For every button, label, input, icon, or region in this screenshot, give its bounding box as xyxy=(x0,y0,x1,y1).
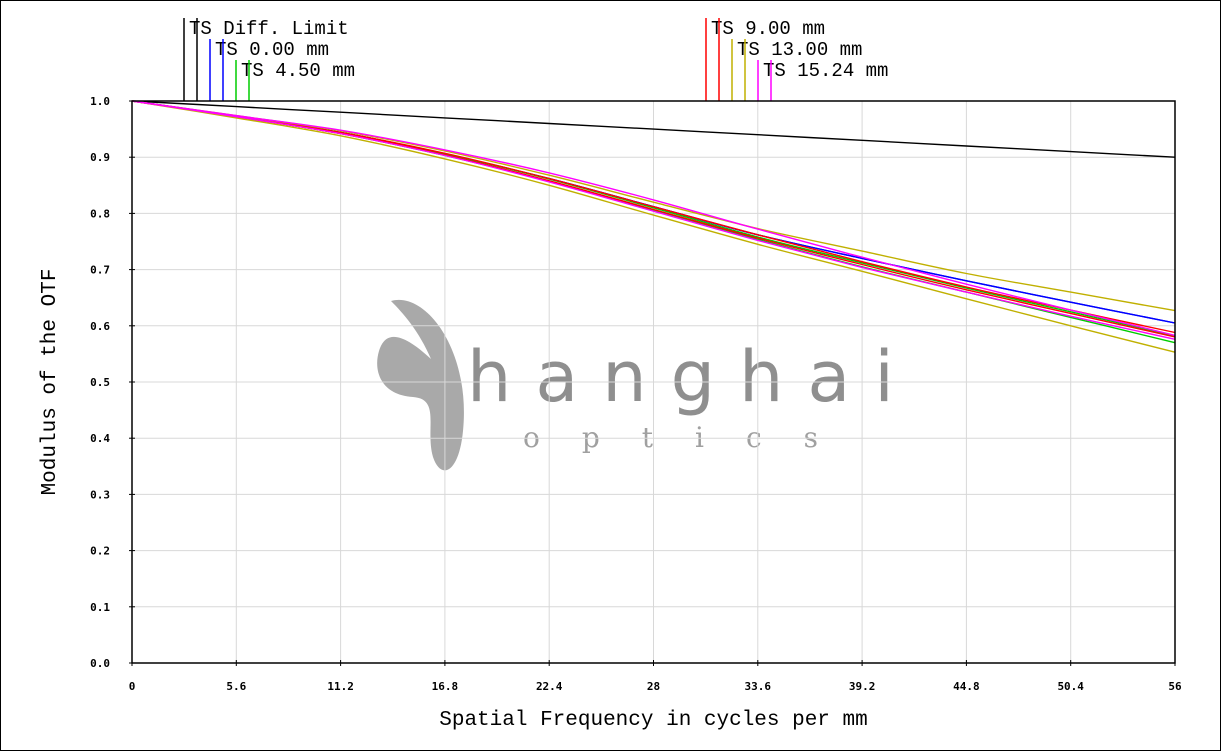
series-line xyxy=(131,100,1176,334)
x-tick-label: 0 xyxy=(129,680,136,693)
y-tick-label: 0.6 xyxy=(90,320,110,333)
shanghai-optics-watermark: hanghai optics xyxy=(377,299,918,471)
legend-label: TS 15.24 mm xyxy=(763,60,888,82)
x-tick-label: 39.2 xyxy=(849,680,876,693)
x-tick-label: 33.6 xyxy=(745,680,772,693)
y-tick-label: 0.3 xyxy=(90,488,110,501)
watermark-s-logo-icon xyxy=(377,299,464,471)
y-tick-label: 0.5 xyxy=(90,376,110,389)
legend-label: TS Diff. Limit xyxy=(189,18,349,40)
series-line xyxy=(131,100,1176,158)
series-line xyxy=(131,100,1176,340)
legend-label: TS 13.00 mm xyxy=(737,39,862,61)
y-axis-label: Modulus of the OTF xyxy=(39,269,62,496)
y-tick-label: 1.0 xyxy=(90,95,110,108)
x-tick-label: 50.4 xyxy=(1057,680,1084,693)
legend-label: TS 0.00 mm xyxy=(215,39,329,61)
series-lines xyxy=(131,100,1176,353)
y-tick-label: 0.8 xyxy=(90,207,110,220)
x-tick-label: 56 xyxy=(1168,680,1182,693)
x-axis-label: Spatial Frequency in cycles per mm xyxy=(439,709,867,732)
x-tick-label: 28 xyxy=(647,680,660,693)
grid-lines xyxy=(132,101,1175,663)
x-tick-label: 16.8 xyxy=(432,680,459,693)
watermark-word-optics: optics xyxy=(523,421,860,454)
watermark-word-hanghai: hanghai xyxy=(467,336,918,418)
y-tick-label: 0.9 xyxy=(90,151,110,164)
legend-label: TS 4.50 mm xyxy=(241,60,355,82)
x-tick-label: 22.4 xyxy=(536,680,563,693)
y-tick-label: 0.1 xyxy=(90,601,110,614)
y-tick-labels: 0.0 0.1 0.2 0.3 0.4 0.5 0.6 0.7 0.8 0.9 1.0 xyxy=(90,95,135,670)
y-tick-label: 0.7 xyxy=(90,264,110,277)
series-line xyxy=(131,100,1176,353)
y-tick-label: 0.2 xyxy=(90,545,110,558)
legend-label: TS 9.00 mm xyxy=(711,18,825,40)
x-tick-label: 11.2 xyxy=(327,680,354,693)
x-tick-label: 44.8 xyxy=(953,680,980,693)
y-tick-label: 0.0 xyxy=(90,657,110,670)
series-line xyxy=(131,100,1176,337)
y-tick-label: 0.4 xyxy=(90,432,110,445)
x-tick-label: 5.6 xyxy=(226,680,246,693)
x-tick-labels: 0 5.6 11.2 16.8 22.4 28 33.6 39.2 44.8 50.4 56 xyxy=(129,660,1182,693)
